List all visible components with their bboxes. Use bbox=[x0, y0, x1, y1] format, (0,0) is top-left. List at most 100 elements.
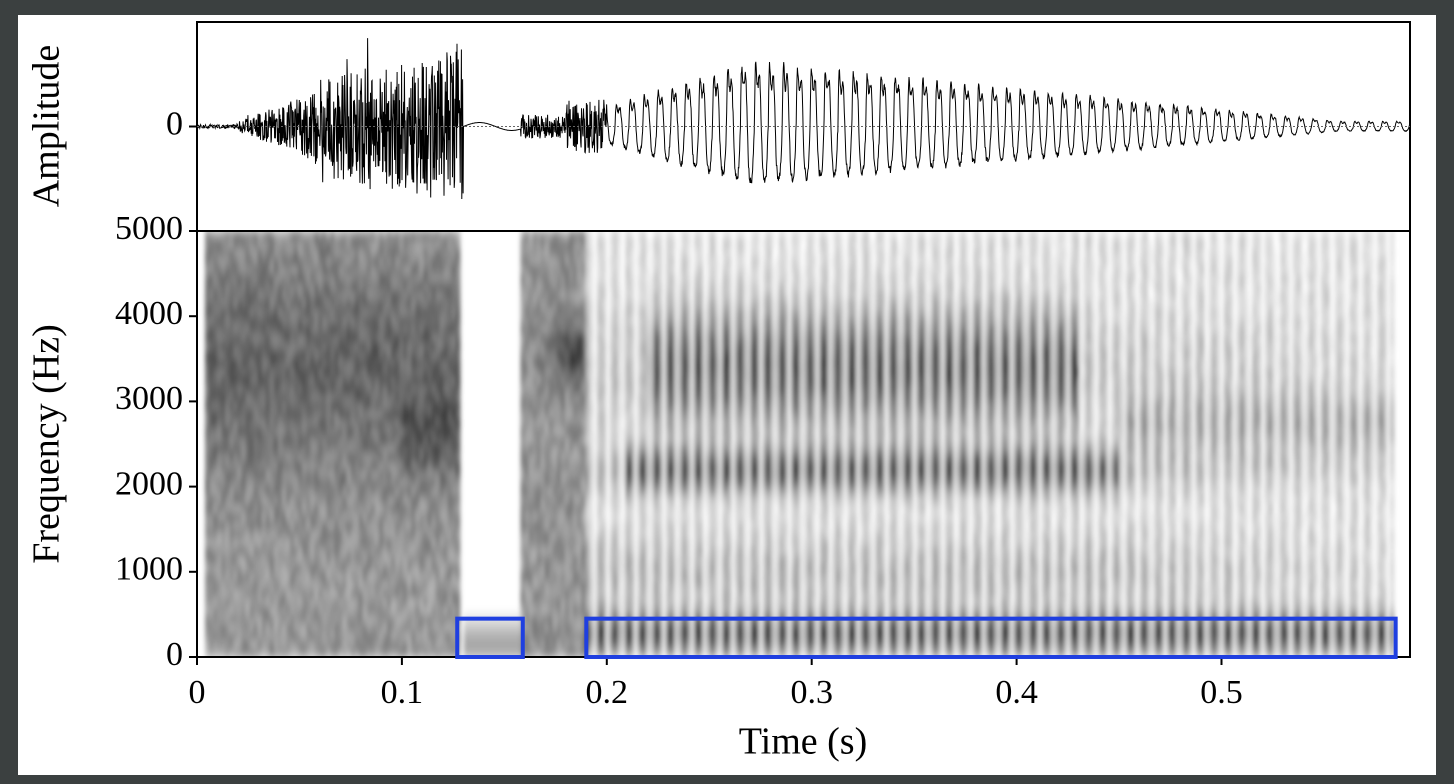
spectrogram-cell bbox=[419, 622, 425, 633]
spectrogram-cell bbox=[637, 341, 643, 351]
spectrogram-cell bbox=[536, 341, 542, 351]
spectrogram-cell bbox=[205, 537, 210, 547]
spectrogram-cell bbox=[391, 478, 396, 488]
spectrogram-cell bbox=[435, 495, 441, 505]
spectrogram-cell bbox=[205, 639, 210, 650]
spectrogram-cell bbox=[564, 495, 570, 505]
spectrogram-cell bbox=[556, 452, 562, 462]
spectrogram-cell bbox=[556, 478, 562, 488]
spectrogram-cell bbox=[625, 648, 631, 657]
spectrogram-cell bbox=[310, 341, 315, 351]
spectrogram-cell bbox=[209, 588, 214, 598]
spectrogram-cell bbox=[577, 444, 582, 454]
spectrogram-cell bbox=[374, 478, 380, 488]
spectrogram-cell bbox=[629, 256, 635, 266]
spectrogram-cell bbox=[338, 231, 344, 241]
spectrogram-cell bbox=[568, 529, 574, 539]
spectrogram-cell bbox=[370, 461, 376, 471]
spectrogram-cell bbox=[318, 554, 323, 564]
spectrogram-cell bbox=[528, 648, 534, 657]
spectrogram-cell bbox=[645, 375, 651, 385]
spectrogram-cell bbox=[641, 435, 647, 445]
spectrogram-cell bbox=[423, 273, 429, 283]
spectrogram-cell bbox=[382, 605, 388, 615]
spectrogram-cell bbox=[629, 231, 635, 241]
spectrogram-cell bbox=[447, 375, 453, 385]
spectrogram-cell bbox=[322, 580, 327, 590]
spectrogram-cell bbox=[581, 605, 586, 615]
spectrogram-cell bbox=[431, 631, 437, 641]
spectrogram-cell bbox=[350, 290, 356, 300]
spectrogram-cell bbox=[581, 469, 586, 479]
spectrogram-cell bbox=[649, 239, 655, 249]
spectrogram-cell bbox=[423, 444, 429, 454]
spectrogram-cell bbox=[269, 367, 275, 377]
spectrogram-cell bbox=[217, 333, 222, 343]
spectrogram-cell bbox=[233, 401, 239, 411]
spectrogram-cell bbox=[411, 299, 416, 309]
spectrogram-cell bbox=[346, 290, 352, 300]
spectrogram-cell bbox=[277, 384, 283, 394]
spectrogram-cell bbox=[504, 639, 509, 650]
spectrogram-cell bbox=[532, 435, 538, 445]
spectrogram-cell bbox=[378, 537, 384, 547]
spectrogram-cell bbox=[237, 444, 243, 454]
spectrogram-cell bbox=[229, 256, 234, 266]
spectrogram-cell bbox=[455, 239, 461, 249]
spectrogram-cell bbox=[645, 392, 651, 402]
spectrogram-cell bbox=[257, 486, 263, 496]
spectrogram-cell bbox=[649, 256, 655, 266]
spectrogram-cell bbox=[366, 248, 372, 258]
spectrogram-cell bbox=[451, 299, 457, 309]
spectrogram-cell bbox=[338, 307, 344, 317]
spectrogram-cell bbox=[285, 350, 291, 360]
spectrogram-cell bbox=[318, 282, 323, 292]
spectrogram-cell bbox=[245, 503, 251, 513]
spectrogram-cell bbox=[411, 290, 416, 300]
spectrogram-cell bbox=[568, 614, 574, 624]
spectrogram-cell bbox=[670, 588, 675, 598]
spectrogram-cell bbox=[617, 333, 623, 343]
spectrogram-cell bbox=[641, 580, 647, 590]
spectrogram-cell bbox=[237, 316, 243, 326]
spectrogram-cell bbox=[213, 503, 218, 513]
spectrogram-cell bbox=[455, 273, 461, 283]
spectrogram-cell bbox=[447, 512, 453, 522]
spectrogram-cell bbox=[261, 605, 267, 615]
spectrogram-cell bbox=[378, 563, 384, 573]
spectrogram-cell bbox=[443, 316, 449, 326]
spectrogram-cell bbox=[447, 239, 453, 249]
spectrogram-cell bbox=[338, 469, 344, 479]
spectrogram-cell bbox=[645, 341, 651, 351]
spectrogram-cell bbox=[318, 495, 323, 505]
spectrogram-cell bbox=[548, 375, 554, 385]
spectrogram-cell bbox=[548, 580, 554, 590]
spectrogram-cell bbox=[581, 248, 586, 258]
spectrogram-cell bbox=[326, 639, 332, 650]
spectrogram-cell bbox=[463, 648, 469, 657]
spectrogram-cell bbox=[439, 324, 445, 334]
spectrogram-cell bbox=[613, 333, 619, 343]
spectrogram-cell bbox=[370, 239, 376, 249]
spectrogram-cell bbox=[532, 597, 538, 607]
spectrogram-cell bbox=[382, 307, 388, 317]
spectrogram-cell bbox=[666, 520, 671, 530]
spectrogram-cell bbox=[374, 520, 380, 530]
spectrogram-cell bbox=[338, 537, 344, 547]
spectrogram-cell bbox=[649, 631, 655, 641]
spectrogram-cell bbox=[225, 375, 230, 385]
spectrogram-cell bbox=[540, 350, 546, 360]
spectrogram-cell bbox=[641, 452, 647, 462]
spectrogram-cell bbox=[249, 452, 255, 462]
spectrogram-cell bbox=[378, 469, 384, 479]
spectrogram-cell bbox=[395, 452, 400, 462]
spectrogram-cell bbox=[277, 375, 283, 385]
spectrogram-cell bbox=[342, 350, 348, 360]
spectrogram-cell bbox=[265, 290, 271, 300]
spectrogram-cell bbox=[613, 435, 619, 445]
spectrogram-cell bbox=[330, 401, 336, 411]
spectrogram-cell bbox=[552, 648, 558, 657]
spectrogram-cell bbox=[399, 461, 404, 471]
spectrogram-cell bbox=[653, 469, 659, 479]
spectrogram-cell bbox=[249, 597, 255, 607]
